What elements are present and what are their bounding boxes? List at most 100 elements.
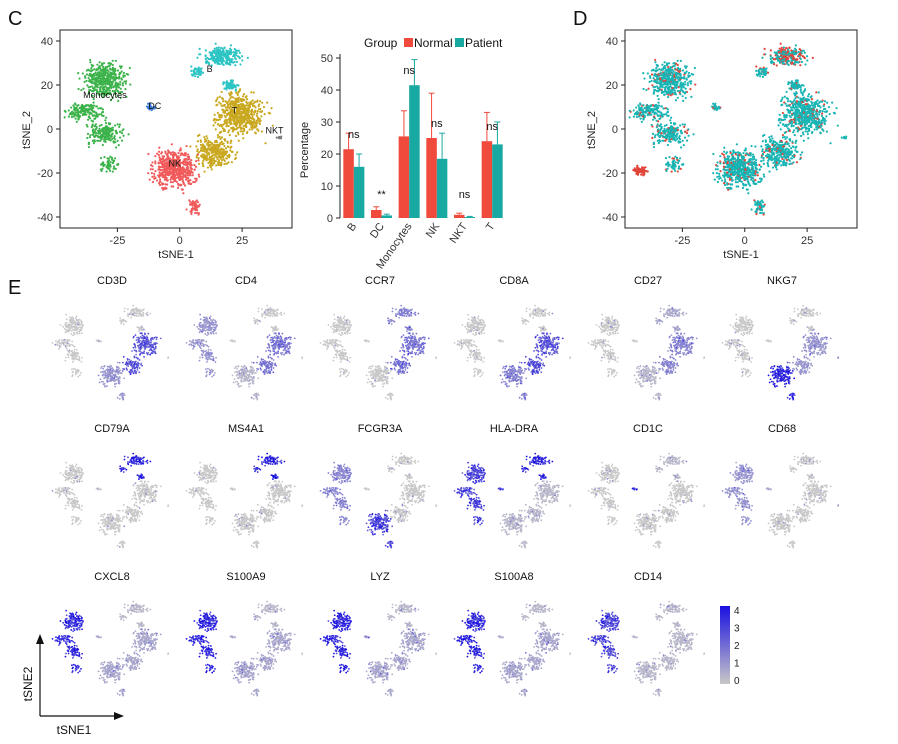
tsne-c-point (214, 58, 217, 61)
tsne-d-point (778, 156, 781, 159)
tsne-c-point (219, 156, 222, 160)
tsne-d-point (789, 116, 792, 119)
tsne-c-point (97, 107, 100, 110)
tsne-d-point (790, 162, 793, 165)
tsne-c-point (177, 184, 180, 187)
tsne-c-point (163, 171, 166, 174)
tsne-c-point (75, 120, 78, 123)
tsne-c-point (86, 125, 89, 128)
tsne-c-xtick-label: 0 (177, 235, 183, 247)
tsne-c-point (242, 95, 245, 98)
tsne-d-point (764, 149, 767, 152)
tsne-d-point (785, 151, 788, 155)
significance-label: ns (348, 129, 360, 141)
tsne-d-point (791, 55, 794, 58)
tsne-d-point (807, 95, 810, 98)
tsne-d-point (808, 129, 811, 132)
tsne-c-point (121, 129, 124, 132)
tsne-c-point (204, 49, 207, 52)
tsne-c-point (101, 143, 104, 147)
tsne-d-point (791, 104, 795, 107)
tsne-d-point (780, 46, 783, 49)
tsne-c-point (222, 83, 225, 86)
tsne-c-point (225, 120, 228, 123)
tsne-c-point (77, 72, 80, 75)
tsne-c-point (201, 71, 205, 74)
tsne-c-point (214, 100, 218, 103)
tsne-c-point (63, 109, 66, 112)
tsne-c-point (95, 105, 98, 108)
tsne-c-point (226, 140, 229, 143)
tsne-c-point (237, 55, 240, 58)
tsne-d-point (635, 115, 639, 119)
tsne-d-point (646, 108, 649, 111)
tsne-c-point (91, 69, 94, 72)
tsne-c-point (115, 132, 119, 135)
bar-category-label: T (484, 221, 498, 234)
tsne-c-point (119, 87, 122, 90)
tsne-c-point (197, 204, 201, 208)
tsne-c-point (217, 46, 220, 49)
tsne-c-point (173, 179, 176, 183)
tsne-d-point (673, 75, 676, 78)
tsne-c-point (111, 170, 114, 173)
tsne-c-point (165, 176, 168, 180)
tsne-d-point (773, 160, 776, 164)
tsne-c-point (83, 75, 87, 78)
tsne-c-point (195, 179, 198, 182)
tsne-c-point (199, 140, 203, 143)
tsne-c-point (212, 51, 216, 54)
tsne-c-point (229, 79, 232, 83)
tsne-c-point (169, 151, 172, 154)
tsne-c-point (116, 95, 119, 98)
tsne-d-point (802, 55, 805, 58)
tsne-c-point (258, 120, 261, 123)
tsne-d-point (794, 84, 797, 87)
tsne-c-point (112, 78, 115, 81)
tsne-c-point (240, 55, 244, 58)
tsne-c-point (81, 108, 84, 111)
tsne-d-point (773, 51, 776, 54)
tsne-d-point (682, 99, 685, 102)
tsne-d-point (784, 50, 787, 53)
tsne-c-point (164, 173, 168, 176)
tsne-c-point (103, 91, 106, 94)
tsne-c-point (208, 51, 211, 54)
tsne-d-point (687, 134, 690, 137)
tsne-c-point (104, 119, 107, 122)
tsne-c-point (218, 118, 222, 121)
tsne-c-point (122, 74, 125, 77)
tsne-c-point (164, 165, 168, 168)
tsne-c-point (110, 135, 113, 138)
tsne-c-point (94, 71, 97, 74)
tsne-c-point (104, 78, 108, 81)
tsne-c-point (226, 154, 229, 158)
tsne-c-point (173, 178, 176, 181)
tsne-c-point (227, 92, 231, 95)
tsne-c-point (199, 143, 202, 147)
tsne-d-point (660, 111, 663, 114)
tsne-c-point (101, 167, 104, 170)
tsne-c-point (195, 204, 198, 207)
tsne-c-point (170, 185, 173, 188)
tsne-c-point (111, 89, 114, 93)
tsne-c-point (239, 130, 242, 133)
tsne-c-point (108, 75, 111, 78)
tsne-d-point (780, 118, 783, 121)
tsne-c-point (214, 49, 217, 52)
tsne-c-point (153, 177, 156, 180)
tsne-d-point (678, 159, 681, 162)
tsne-c-point (231, 58, 234, 61)
tsne-c-point (189, 203, 192, 206)
tsne-d-point (675, 75, 678, 78)
tsne-d-point (677, 86, 680, 89)
tsne-d-point (829, 142, 832, 145)
tsne-c-point (182, 182, 186, 186)
tsne-c-point (120, 70, 123, 73)
tsne-d-point (793, 106, 796, 109)
tsne-c-point (154, 155, 157, 158)
tsne-c-point (232, 119, 235, 122)
tsne-c-point (171, 166, 175, 169)
tsne-c-point (116, 139, 119, 142)
